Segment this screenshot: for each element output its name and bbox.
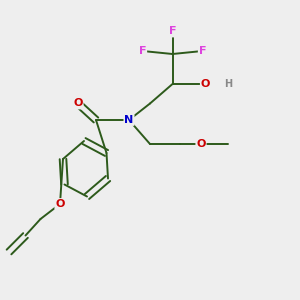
Text: N: N [124, 115, 134, 125]
Text: F: F [169, 26, 176, 37]
Text: O: O [55, 199, 65, 209]
Text: O: O [196, 139, 206, 149]
Text: H: H [224, 79, 232, 89]
Text: F: F [199, 46, 206, 56]
Text: O: O [201, 79, 210, 89]
Text: F: F [139, 46, 146, 56]
Text: O: O [73, 98, 83, 109]
